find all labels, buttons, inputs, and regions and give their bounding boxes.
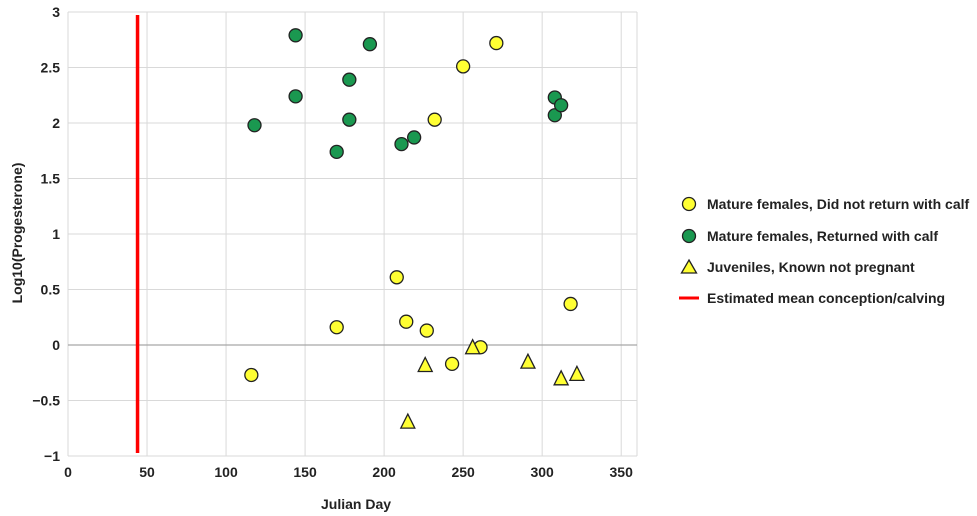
point-triangle-series-2 [568,364,585,382]
y-tick-label: 1 [52,226,60,242]
legend-marker-green-circle [681,228,697,244]
legend-item-juveniles: Juveniles, Known not pregnant [680,258,915,275]
point-circle-series-1 [288,28,303,43]
legend-marker-yellow-circle [681,196,697,212]
x-tick-label: 350 [610,464,634,480]
y-tick-label: 3 [52,4,60,20]
point-triangle-series-2 [519,352,536,369]
point-circle-series-1 [547,108,562,123]
point-circle-series-0 [455,59,471,74]
y-tick-label: 2.5 [41,60,61,76]
data-points [244,28,585,429]
gridlines [67,11,638,457]
point-circle-series-0 [389,270,404,285]
point-triangle-series-2 [553,369,570,386]
point-circle-series-1 [247,118,262,133]
point-circle-series-0 [419,323,434,338]
legend-item-reference-line: Estimated mean conception/calving [679,290,945,306]
x-tick-label: 0 [64,464,72,480]
point-circle-series-0 [563,296,578,312]
y-axis-ticks: 3 2.5 2 1.5 1 0.5 0 −0.5 −1 [32,4,60,464]
legend-item-did-not-return: Mature females, Did not return with calf [681,196,969,212]
point-circle-series-1 [394,136,409,152]
y-tick-label: −0.5 [32,393,60,409]
legend-label-juveniles: Juveniles, Known not pregnant [707,259,915,275]
y-tick-label: −1 [44,448,60,464]
point-triangle-series-2 [399,412,416,429]
point-circle-series-1 [406,130,422,145]
point-circle-series-0 [489,35,504,51]
point-circle-series-1 [342,112,357,127]
point-circle-series-0 [244,367,259,383]
point-triangle-series-2 [417,356,434,373]
point-triangle-series-2 [464,338,481,355]
point-circle-series-1 [362,37,378,52]
y-tick-label: 2 [52,115,60,131]
point-circle-series-0 [427,112,442,127]
x-tick-label: 200 [372,464,396,480]
legend-label-did-not-return: Mature females, Did not return with calf [707,196,969,212]
x-axis-title: Julian Day [321,496,391,512]
x-tick-label: 100 [214,464,238,480]
point-circle-series-0 [329,320,344,335]
point-circle-series-1 [342,72,357,87]
y-tick-label: 1.5 [41,171,61,187]
legend-label-returned: Mature females, Returned with calf [707,228,938,244]
point-circle-series-0 [399,314,414,329]
x-tick-label: 250 [451,464,475,480]
point-circle-series-0 [444,356,460,372]
legend: Mature females, Did not return with calf… [679,196,969,306]
point-circle-series-1 [553,98,569,113]
point-circle-series-1 [329,144,344,160]
x-tick-label: 300 [530,464,554,480]
legend-label-reference-line: Estimated mean conception/calving [707,290,945,306]
x-tick-label: 50 [139,464,155,480]
x-axis-ticks: 0 50 100 150 200 250 300 350 [64,464,633,480]
plot-area [67,11,638,457]
y-tick-label: 0 [52,337,60,353]
y-tick-label: 0.5 [41,282,61,298]
point-circle-series-1 [288,89,303,104]
legend-marker-yellow-triangle [680,258,698,274]
legend-item-returned: Mature females, Returned with calf [681,228,938,244]
x-tick-label: 150 [293,464,317,480]
y-axis-title: Log10(Progesterone) [9,163,25,304]
